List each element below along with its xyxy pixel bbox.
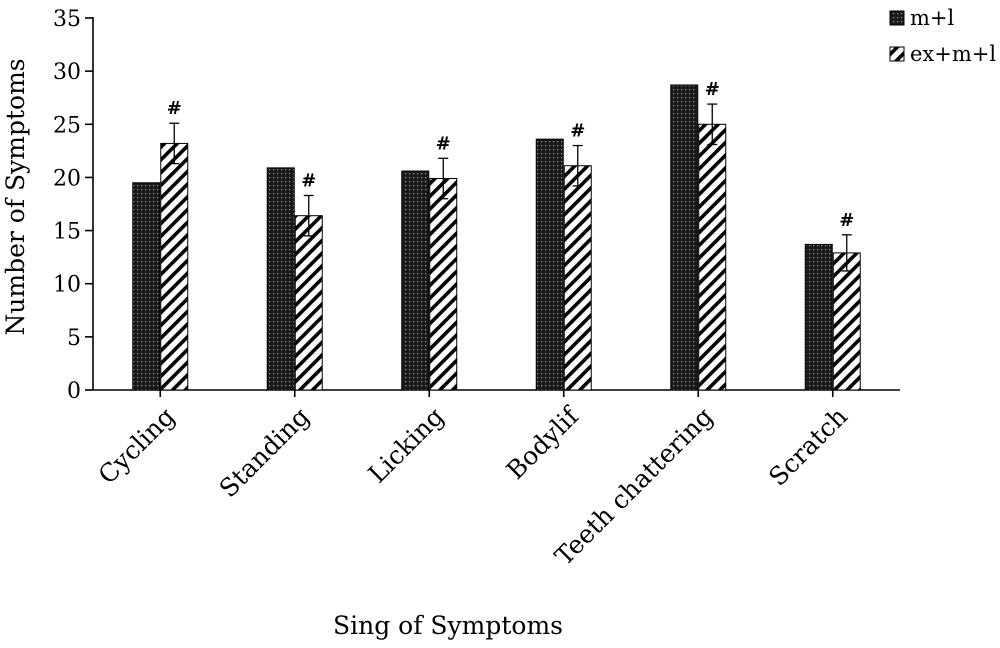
legend-label: ex+m+l	[910, 42, 996, 66]
bar-ex-m-l	[160, 142, 189, 391]
legend-swatch	[889, 46, 905, 62]
bar-ex-m-l	[429, 177, 458, 391]
x-tick-label: Cycling	[93, 402, 181, 490]
significance-mark: #	[705, 79, 720, 100]
legend-swatch	[889, 10, 905, 26]
bar-ex-m-l	[832, 252, 861, 391]
y-tick-label: 30	[53, 60, 81, 85]
bar-m-l	[132, 182, 161, 391]
y-tick-label: 35	[53, 7, 81, 32]
y-tick-label: 0	[67, 379, 81, 404]
bar-ex-m-l	[563, 165, 592, 391]
y-tick-label: 5	[67, 326, 81, 351]
bars: # # # # # #	[132, 79, 861, 391]
legend: m+l ex+m+l	[889, 6, 996, 66]
significance-mark: #	[839, 210, 854, 231]
legend-label: m+l	[910, 6, 955, 30]
bar-m-l	[535, 138, 564, 391]
significance-mark: #	[301, 170, 316, 191]
significance-mark: #	[436, 133, 451, 154]
y-tick-label: 25	[53, 113, 81, 138]
y-tick-label: 15	[53, 220, 81, 245]
bar-m-l	[266, 167, 295, 391]
y-tick-label: 20	[53, 166, 81, 191]
x-tick-label: Scratch	[763, 402, 853, 492]
significance-mark: #	[570, 121, 585, 142]
bar-m-l	[804, 243, 833, 391]
significance-mark: #	[167, 98, 182, 119]
bar-m-l	[670, 84, 699, 391]
x-tick-label: Licking	[363, 402, 450, 489]
x-tick-label: Standing	[214, 402, 315, 503]
x-axis-title: Sing of Symptoms	[333, 611, 563, 640]
y-tick-label: 10	[53, 273, 81, 298]
y-axis-title: Number of Symptoms	[1, 58, 30, 335]
y-axis: 0 5 10 15 20 25 30 35	[53, 7, 94, 404]
bar-m-l	[401, 170, 430, 391]
bar-ex-m-l	[698, 123, 727, 391]
x-tick-label: Bodylif	[501, 401, 586, 486]
bar-ex-m-l	[294, 215, 323, 391]
